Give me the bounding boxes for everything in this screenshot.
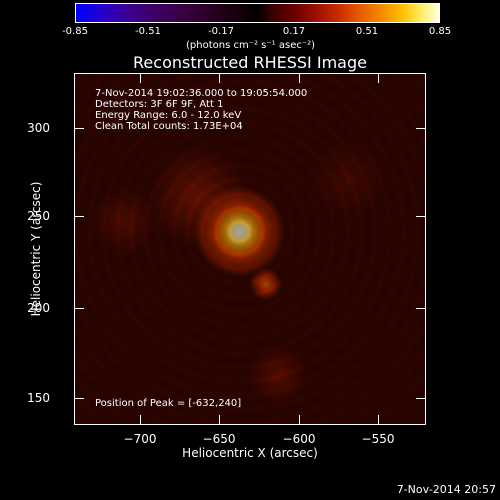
info-energy-range: Energy Range: 6.0 - 12.0 keV [95,110,242,121]
generation-timestamp: 7-Nov-2014 20:57 [396,483,496,496]
x-tick-label: −700 [123,432,157,446]
x-tick-mark [219,415,220,425]
x-tick-label: −650 [202,432,236,446]
y-tick-mark [416,128,426,129]
x-tick-mark [219,73,220,83]
x-tick-mark [299,415,300,425]
x-tick-mark [378,73,379,83]
y-tick-label: 200 [27,301,50,315]
x-tick-label: −550 [361,432,395,446]
peak-position: Position of Peak = [-632,240] [95,398,242,409]
y-tick-label: 300 [27,121,50,135]
colorbar-tick-label: 0.85 [428,26,452,37]
y-tick-mark [74,308,84,309]
solar-image [75,74,425,424]
x-tick-mark [140,73,141,83]
x-tick-label: −600 [282,432,316,446]
colorbar-tick-label: -0.51 [135,26,161,37]
y-tick-mark [416,308,426,309]
image-title: Reconstructed RHESSI Image [133,53,367,72]
info-time-range: 7-Nov-2014 19:02:36.000 to 19:05:54.000 [95,88,308,99]
colorbar [75,3,440,23]
y-tick-mark [74,398,84,399]
solar-image-panel: 7-Nov-2014 19:02:36.000 to 19:05:54.000 … [74,73,426,425]
colorbar-tick-label: -0.85 [62,26,88,37]
y-axis-label: Heliocentric Y (arcsec) [29,181,43,317]
y-tick-mark [416,398,426,399]
colorbar-tick-label: -0.17 [208,26,234,37]
y-tick-mark [416,216,426,217]
y-tick-label: 250 [27,209,50,223]
colorbar-tick-label: 0.51 [355,26,379,37]
x-axis-label: Heliocentric X (arcsec) [182,446,318,460]
x-tick-mark [140,415,141,425]
y-tick-label: 150 [27,391,50,405]
x-tick-mark [299,73,300,83]
info-detectors: Detectors: 3F 6F 9F, Att 1 [95,99,224,110]
x-tick-mark [378,415,379,425]
colorbar-units: (photons cm⁻² s⁻¹ asec⁻²) [186,40,316,51]
info-clean-counts: Clean Total counts: 1.73E+04 [95,121,243,132]
y-tick-mark [74,128,84,129]
colorbar-tick-label: 0.17 [282,26,306,37]
clean-artifact-pattern [75,74,425,424]
y-tick-mark [74,216,84,217]
